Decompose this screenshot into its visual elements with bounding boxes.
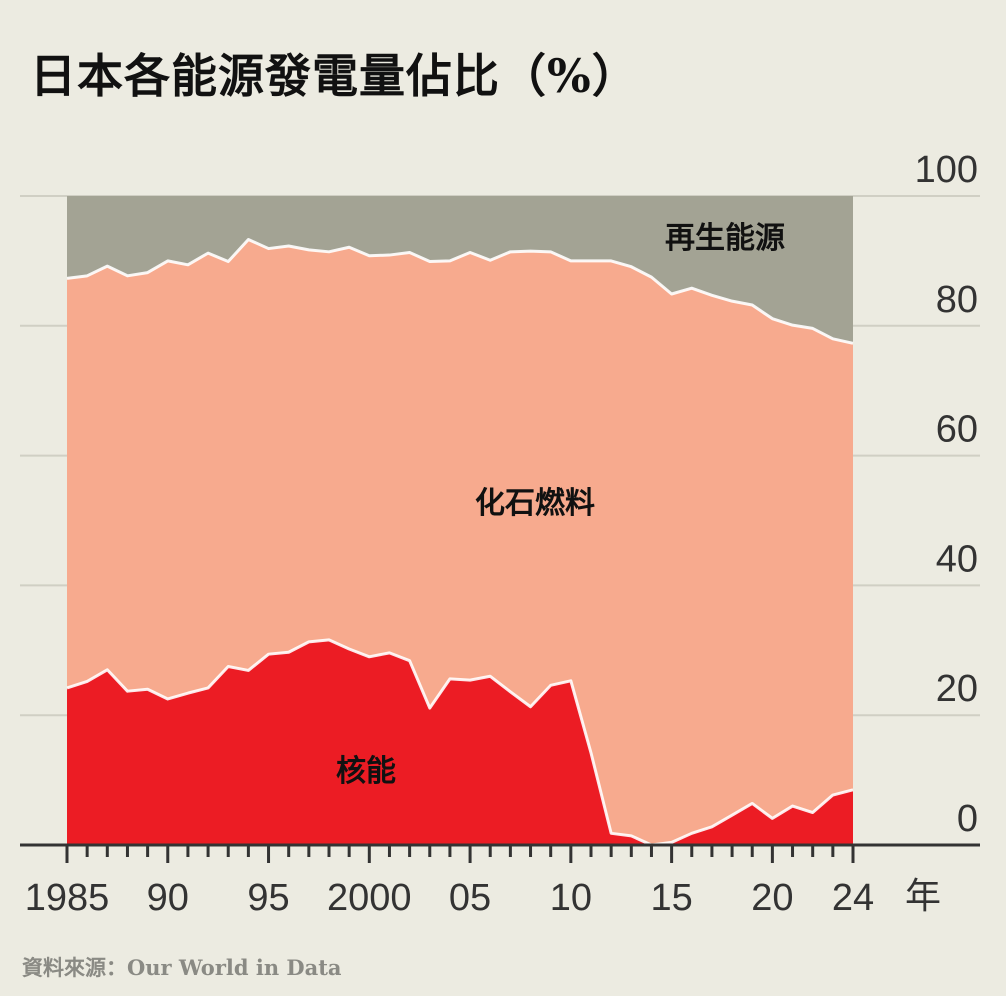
areas	[66, 196, 854, 847]
y-tick-label: 60	[936, 409, 978, 451]
y-tick-label: 80	[936, 279, 978, 321]
area-nuclear	[67, 639, 853, 845]
x-tick-label: 20	[751, 877, 793, 919]
y-tick-label: 100	[915, 149, 978, 191]
source-note: 資料來源：Our World in Data	[22, 955, 342, 980]
area-renewable	[67, 196, 853, 344]
series-label-renewable: 再生能源	[665, 221, 785, 256]
x-tick-label: 90	[147, 877, 189, 919]
x-axis-label: 年	[905, 876, 941, 917]
boundary-line-fossil	[66, 237, 854, 345]
x-axis	[20, 843, 980, 863]
x-tick-labels: 1985 90 95 2000 05 10 15 20 24	[25, 877, 874, 919]
x-tick-label: 15	[650, 877, 692, 919]
boundary-line-nuclear	[66, 638, 854, 847]
y-tick-labels: 0 20 40 60 80 100	[915, 149, 978, 840]
y-tick-label: 40	[936, 538, 978, 580]
y-tick-label: 0	[957, 798, 978, 840]
area-fossil	[67, 239, 853, 845]
series-label-nuclear: 核能	[336, 754, 396, 789]
x-tick-label: 95	[247, 877, 289, 919]
y-tick-label: 20	[936, 668, 978, 710]
x-tick-label: 10	[550, 877, 592, 919]
x-tick-label: 05	[449, 877, 491, 919]
series-label-fossil: 化石燃料	[475, 486, 595, 521]
x-tick-label: 24	[832, 877, 874, 919]
x-tick-label: 1985	[25, 877, 110, 919]
x-tick-label: 2000	[327, 877, 412, 919]
chart-title: 日本各能源發電量佔比（%）	[30, 49, 639, 103]
